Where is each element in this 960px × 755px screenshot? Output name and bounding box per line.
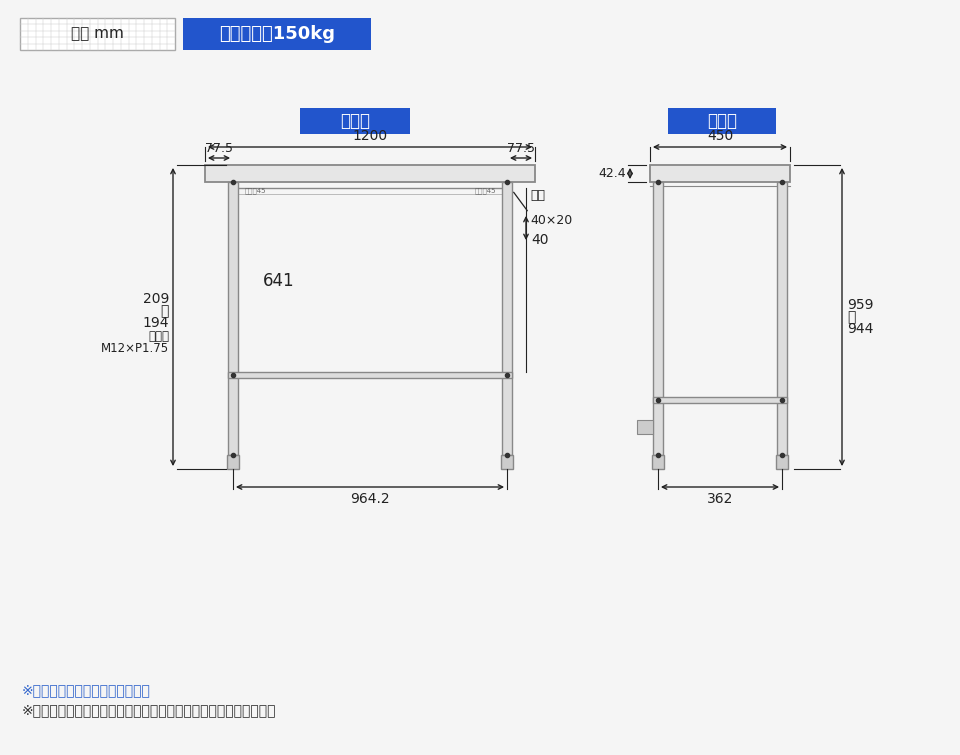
Bar (777, 182, 787, 455)
Text: 正面図: 正面図 (340, 112, 370, 130)
Bar (653, 182, 663, 455)
Text: 均等耐荷重150kg: 均等耐荷重150kg (219, 25, 335, 43)
Text: 直径: 直径 (530, 189, 545, 202)
Text: 40×20: 40×20 (530, 214, 572, 227)
Text: 42.4: 42.4 (598, 167, 626, 180)
Text: ﾋﾞｽ45: ﾋﾞｽ45 (245, 187, 267, 193)
Text: 959: 959 (847, 298, 874, 312)
Text: 単位 mm: 単位 mm (71, 26, 124, 42)
Bar (228, 182, 238, 455)
Bar (183, 18, 371, 50)
Bar (502, 182, 512, 455)
Text: 209: 209 (143, 292, 169, 306)
Text: ※耐荷重は、等分布となります。: ※耐荷重は、等分布となります。 (22, 683, 151, 697)
Text: 641: 641 (263, 273, 295, 291)
Text: 〜: 〜 (847, 310, 855, 324)
Text: ﾋﾞｽ45: ﾋﾞｽ45 (475, 187, 496, 193)
Bar (501, 455, 513, 469)
Text: ネジ径: ネジ径 (148, 331, 169, 344)
Bar (653, 397, 787, 403)
Bar (637, 420, 653, 434)
Bar (776, 455, 788, 469)
Text: 964.2: 964.2 (350, 492, 390, 506)
Bar (650, 165, 790, 182)
Text: 77.5: 77.5 (205, 142, 233, 155)
Text: 944: 944 (847, 322, 874, 336)
Text: 40: 40 (531, 233, 548, 247)
Bar (227, 455, 239, 469)
Text: 77.5: 77.5 (507, 142, 535, 155)
Bar (205, 165, 535, 182)
Bar (20, 18, 175, 50)
Bar (300, 108, 410, 134)
Text: 側面図: 側面図 (707, 112, 737, 130)
Bar (668, 108, 776, 134)
Text: 194: 194 (142, 316, 169, 330)
Bar (228, 372, 512, 378)
Bar (652, 455, 664, 469)
Text: 450: 450 (707, 129, 733, 143)
Text: ※サイズに多少の誤差がある場合がございます。ご了承ください。: ※サイズに多少の誤差がある場合がございます。ご了承ください。 (22, 703, 276, 717)
Text: 1200: 1200 (352, 129, 388, 143)
Text: 〜: 〜 (160, 304, 169, 318)
Text: M12×P1.75: M12×P1.75 (101, 341, 169, 355)
Text: 362: 362 (707, 492, 733, 506)
